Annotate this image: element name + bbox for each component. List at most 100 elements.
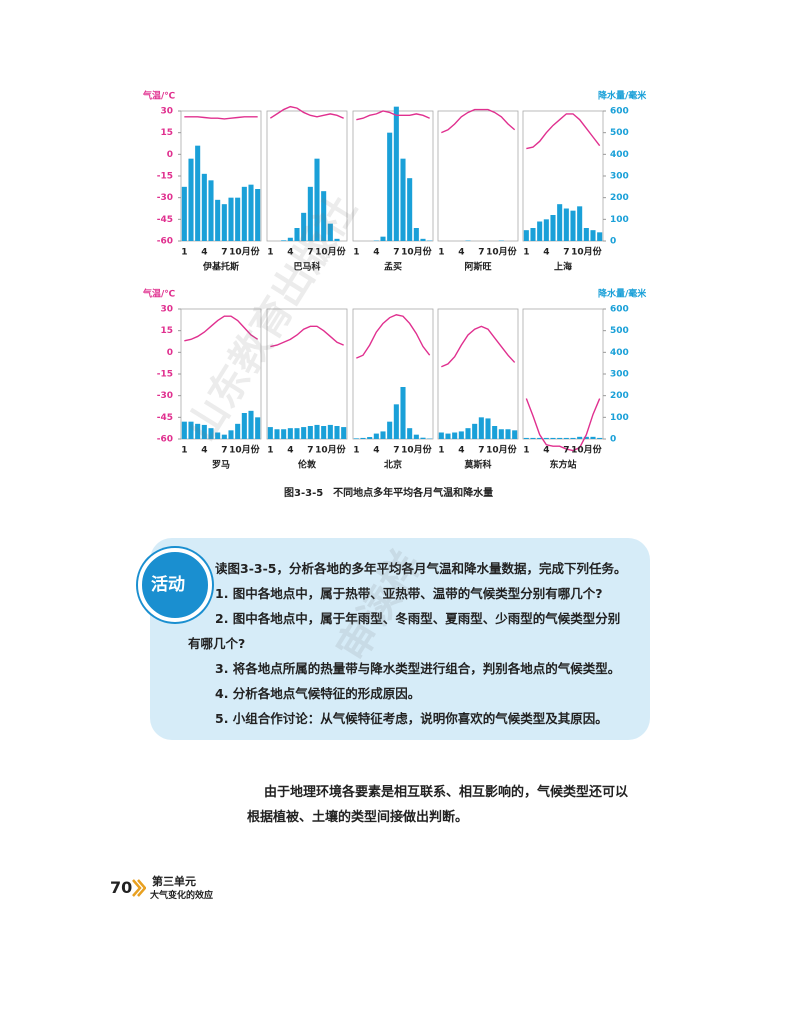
temp-line [184, 116, 258, 120]
plot-frame [352, 110, 434, 242]
precip-bar [550, 215, 556, 241]
x-tick-label: 10月份 [315, 444, 347, 456]
x-tick-label: 1 [438, 248, 444, 258]
precip-bar [570, 210, 576, 241]
precip-bar [498, 429, 504, 439]
badge-text: 活动 [151, 575, 185, 595]
precip-bar [201, 424, 207, 439]
y-tick-label: -30 [157, 193, 173, 203]
precip-bar [557, 437, 563, 439]
caption: 图3-3-5 不同地点多年平均各月气温和降水量 [284, 488, 494, 499]
temp-line [441, 108, 516, 134]
precip-bar [413, 228, 419, 241]
temp-line [525, 398, 601, 452]
y-tick-label: -45 [157, 413, 173, 423]
temp-line [184, 315, 259, 342]
y2-tick-label: 500 [610, 326, 629, 336]
precip-bar [360, 437, 366, 439]
precip-bar [281, 240, 287, 241]
precip-bar [188, 421, 194, 439]
x-tick-label: 4 [373, 248, 379, 258]
x-tick-label: 7 [307, 446, 313, 456]
precip-bar [248, 410, 254, 439]
y2-tick-label: 400 [610, 348, 629, 358]
precip-bar [570, 437, 576, 439]
precip-bar [235, 423, 241, 439]
precip-bar [380, 431, 386, 439]
chart-title: 上海 [554, 261, 572, 273]
x-tick-label: 10月份 [486, 246, 518, 258]
precip-bar [201, 173, 207, 241]
precip-bar [274, 429, 280, 439]
precip-bar [215, 199, 221, 241]
chart-title: 东方站 [549, 459, 576, 471]
precip-bar [181, 186, 187, 241]
plot-frame [437, 308, 519, 440]
y-tick-label: 30 [160, 107, 173, 117]
x-tick-label: 7 [393, 446, 399, 456]
y-tick-label: -15 [157, 172, 173, 182]
precip-bar [208, 180, 214, 241]
precip-bar [301, 212, 307, 241]
chart-title: 伦敦 [298, 459, 317, 471]
y2-tick-label: 300 [610, 172, 629, 182]
activity-line: 1. 图中各地点中，属于热带、亚热带、温带的气候类型分别有哪几个? [215, 586, 603, 601]
precip-bar [458, 431, 464, 439]
y-tick-label: -30 [157, 391, 173, 401]
x-tick-label: 4 [458, 446, 464, 456]
unit: 第三单元 [152, 875, 196, 888]
precip-bar [420, 238, 426, 241]
x-tick-label: 1 [438, 446, 444, 456]
precip-bar [334, 426, 340, 439]
x-tick-label: 1 [353, 446, 359, 456]
chart-title: 罗马 [212, 460, 230, 471]
precip-bar [248, 184, 254, 241]
x-tick-label: 10月份 [571, 246, 603, 258]
y2-axis-label: 降水量/毫米 [598, 288, 647, 300]
x-tick-label: 7 [307, 248, 313, 258]
precip-bar [255, 417, 261, 439]
activity-line: 3. 将各地点所属的热量带与降水类型进行组合，判别各地点的气候类型。 [215, 661, 621, 676]
precip-bar [367, 437, 373, 439]
precip-bar [597, 232, 603, 241]
y2-tick-label: 0 [610, 237, 616, 247]
chart-title: 伊基托斯 [202, 261, 239, 273]
precip-bar [287, 428, 293, 439]
x-tick-label: 4 [201, 446, 207, 456]
precip-bar [294, 428, 300, 439]
chart-title: 北京 [384, 459, 402, 471]
x-tick-label: 10月份 [229, 444, 261, 456]
x-tick-label: 10月份 [315, 246, 347, 258]
precip-bar [485, 418, 491, 439]
y-tick-label: 0 [167, 150, 173, 160]
precip-bar [590, 230, 596, 241]
temp-line [356, 110, 430, 121]
precip-bar [523, 437, 529, 439]
precip-bar [465, 428, 471, 439]
precip-bar [307, 186, 313, 241]
plot-frame [352, 308, 434, 440]
activity-line: 4. 分析各地点气候特征的形成原因。 [215, 686, 421, 701]
x-tick-label: 7 [478, 248, 484, 258]
y-tick-label: 0 [167, 348, 173, 358]
precip-bar [215, 432, 221, 439]
precip-bar [583, 436, 589, 439]
precip-bar [393, 106, 399, 242]
activity-badge [138, 548, 212, 622]
precip-bar [407, 428, 413, 439]
precip-bar [281, 429, 287, 439]
precip-bar [188, 158, 194, 241]
precip-bar [512, 430, 518, 439]
temp-line [356, 314, 431, 359]
precip-bar [530, 228, 536, 241]
y2-tick-label: 300 [610, 370, 629, 380]
precip-bar [387, 421, 393, 439]
precip-bar [550, 437, 556, 439]
precip-bar [445, 433, 451, 439]
precip-bar [472, 423, 478, 439]
precip-bar [228, 430, 234, 439]
y-tick-label: 30 [160, 305, 173, 315]
precip-bar [321, 426, 327, 439]
